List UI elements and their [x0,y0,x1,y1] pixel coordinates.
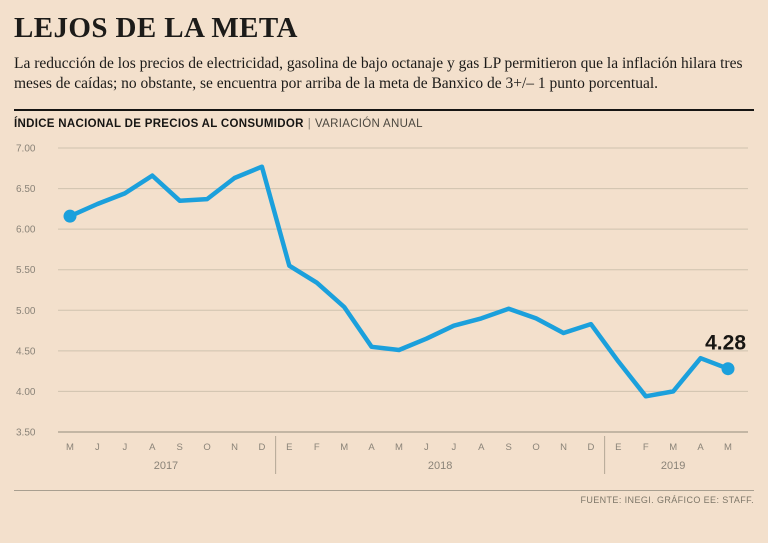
x-tick-label: M [395,442,403,453]
x-tick-label: A [149,442,156,453]
x-tick-label: N [231,442,238,453]
y-tick-label: 6.50 [16,184,36,195]
inflation-line-chart: 7.00 6.50 6.00 5.50 5.00 4.50 4.00 3.50 M J J A S O N D… [16,143,748,474]
page-title: LEJOS DE LA META [14,12,298,44]
x-tick-label: F [314,442,320,453]
chart-subtitle: VARIACIÓN ANUAL [315,117,423,130]
chart-header: ÍNDICE NACIONAL DE PRECIOS AL CONSUMIDOR… [14,108,754,130]
y-tick-label: 3.50 [16,427,36,438]
inflation-line [67,164,731,399]
y-tick-label: 5.00 [16,306,36,317]
x-tick-label: E [286,442,292,453]
x-tick-label: J [122,442,127,453]
y-tick-label: 4.50 [16,346,36,357]
chart-title-separator: | [307,117,312,130]
chart-title: ÍNDICE NACIONAL DE PRECIOS AL CONSUMIDOR [14,117,304,130]
x-tick-label: D [587,442,594,453]
year-labels: 2017 2018 2019 [154,435,685,474]
x-tick-label: M [66,442,74,453]
x-tick-label: A [478,442,485,453]
x-tick-label: O [203,442,210,453]
x-tick-label: J [424,442,429,453]
x-tick-label: M [724,442,732,453]
x-tick-label: E [615,442,621,453]
y-tick-label: 6.00 [16,225,36,236]
x-tick-label: A [697,442,704,453]
source-credit: FUENTE: INEGI. GRÁFICO EE: STAFF. [14,489,754,505]
x-tick-label: A [368,442,375,453]
y-axis-labels: 7.00 6.50 6.00 5.50 5.00 4.50 4.00 3.50 [16,143,36,438]
x-tick-label: J [95,442,100,453]
page-subtitle: La reducción de los precios de electrici… [14,55,743,93]
year-label: 2018 [428,460,452,472]
last-point-marker [721,362,735,376]
x-tick-label: O [532,442,539,453]
x-tick-label: D [258,442,265,453]
x-tick-label: S [505,442,511,453]
gridlines [58,147,748,433]
x-tick-label: F [643,442,649,453]
x-tick-label: S [176,442,182,453]
y-tick-label: 4.00 [16,387,36,398]
x-tick-label: N [560,442,567,453]
x-tick-label: J [451,442,456,453]
y-tick-label: 7.00 [16,143,36,154]
x-tick-label: M [669,442,677,453]
x-tick-label: M [340,442,348,453]
chart-area: 7.00 6.50 6.00 5.50 5.00 4.50 4.00 3.50 M J J A S O N D… [14,132,754,489]
year-label: 2017 [154,460,178,472]
end-value-label: 4.28 [705,332,746,355]
first-point-marker [63,209,77,223]
y-tick-label: 5.50 [16,265,36,276]
year-label: 2019 [661,460,685,472]
